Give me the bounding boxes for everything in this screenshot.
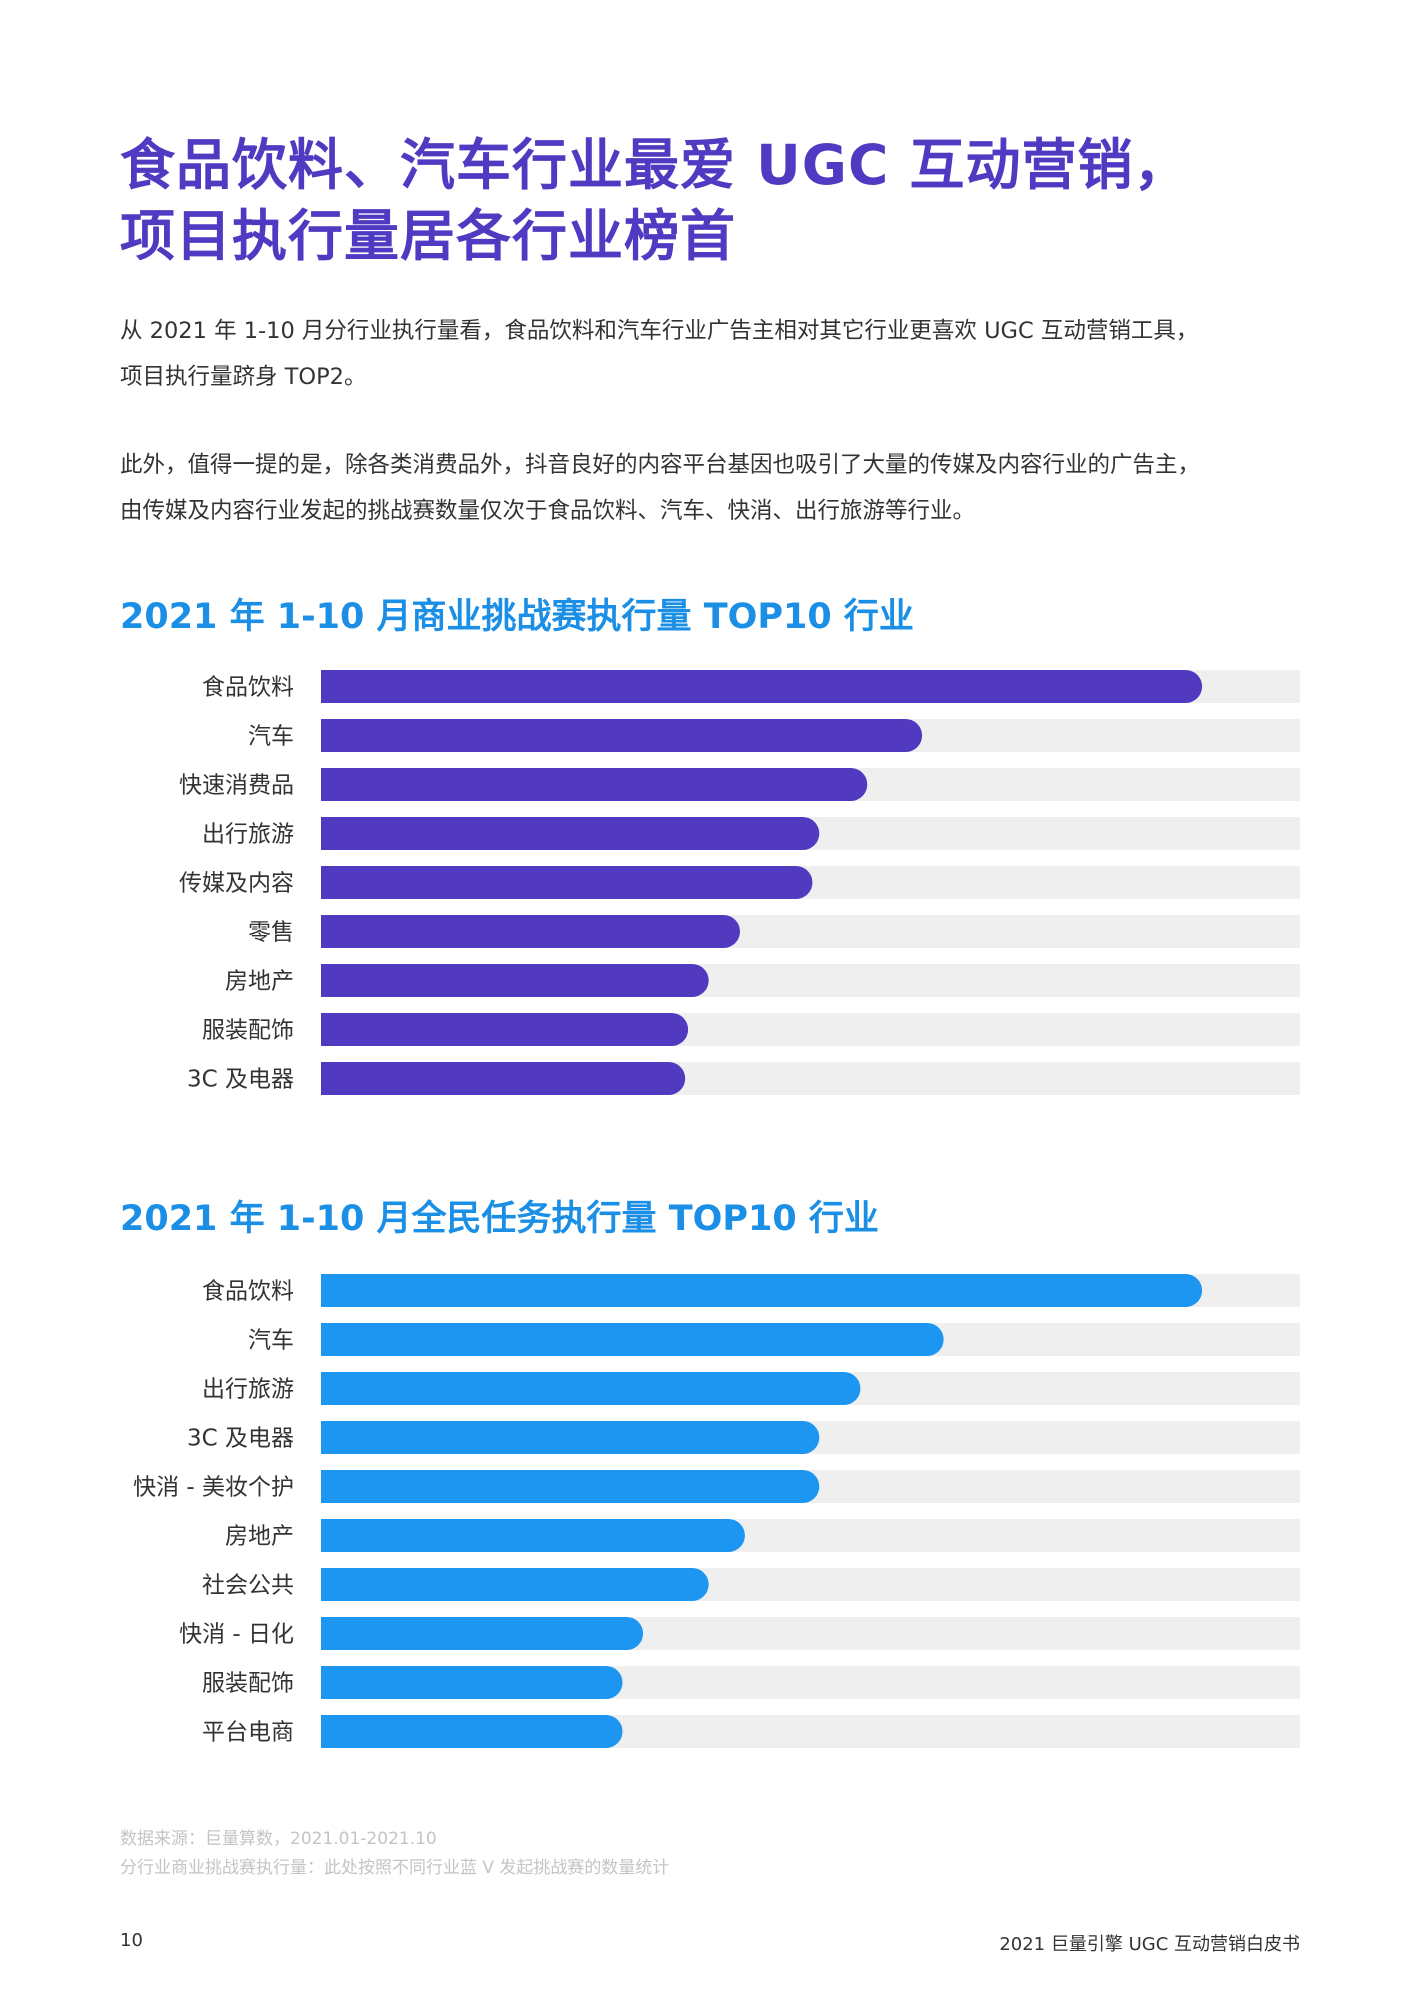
source-line-2: 分行业商业挑战赛执行量：此处按照不同行业蓝 V 发起挑战赛的数量统计	[120, 1858, 670, 1878]
paragraph-2-line-2: 由传媒及内容行业发起的挑战赛数量仅次于食品饮料、汽车、快消、出行旅游等行业。	[120, 498, 976, 524]
category-label: 服装配饰	[202, 1018, 294, 1044]
chart-1-title: 2021 年 1-10 月商业挑战赛执行量 TOP10 行业	[120, 597, 914, 637]
category-label: 社会公共	[202, 1573, 294, 1599]
category-label: 房地产	[225, 969, 294, 995]
data-source-note: 数据来源：巨量算数，2021.01-2021.10 分行业商业挑战赛执行量：此处…	[120, 1825, 669, 1883]
chart-2: 食品饮料汽车出行旅游 3C 及电器快消 - 美妆个护房地产社会公共快消 - 日化服…	[0, 1264, 1417, 1754]
category-label: 传媒及内容	[179, 871, 294, 897]
category-label: 食品饮料	[202, 1279, 294, 1305]
source-line-1: 数据来源：巨量算数，2021.01-2021.10	[120, 1829, 437, 1849]
headline-line-1: 食品饮料、汽车行业最爱 UGC 互动营销，	[120, 133, 1190, 197]
bar-出行旅游	[321, 817, 820, 850]
paragraph-1-line-1: 从 2021 年 1-10 月分行业执行量看，食品饮料和汽车行业广告主相对其它行…	[120, 318, 1199, 344]
bar-零售	[321, 915, 741, 948]
page-number: 10	[120, 1930, 143, 1951]
paragraph-2: 此外，值得一提的是，除各类消费品外，抖音良好的内容平台基因也吸引了大量的传媒及内…	[120, 442, 1320, 534]
bar-快速消费品	[321, 768, 868, 801]
category-label: 汽车	[248, 724, 294, 750]
bar-快消 - 日化	[321, 1617, 644, 1650]
bar-出行旅游	[321, 1372, 861, 1405]
category-label: 快消 - 美妆个护	[133, 1475, 294, 1501]
bar-快消 - 美妆个护	[321, 1470, 820, 1503]
category-label: 3C 及电器	[187, 1426, 294, 1452]
bar-传媒及内容	[321, 866, 813, 899]
chart-2-title: 2021 年 1-10 月全民任务执行量 TOP10 行业	[120, 1199, 879, 1239]
bar-汽车	[321, 719, 923, 752]
category-label: 出行旅游	[202, 822, 294, 848]
chart-1: 食品饮料汽车快速消费品出行旅游传媒及内容零售房地产服装配饰 3C 及电器	[0, 660, 1417, 1100]
headline: 食品饮料、汽车行业最爱 UGC 互动营销， 项目执行量居各行业榜首	[120, 130, 1320, 272]
bar-食品饮料	[321, 1274, 1203, 1307]
category-label: 快速消费品	[179, 773, 294, 799]
category-label: 快消 - 日化	[179, 1622, 294, 1648]
category-label: 平台电商	[202, 1720, 294, 1746]
bar-房地产	[321, 1519, 745, 1552]
bar-平台电商	[321, 1715, 623, 1748]
category-label: 零售	[248, 920, 294, 946]
headline-line-2: 项目执行量居各行业榜首	[120, 204, 737, 268]
category-label: 服装配饰	[202, 1671, 294, 1697]
bar-服装配饰	[321, 1666, 623, 1699]
category-label: 出行旅游	[202, 1377, 294, 1403]
bar-服装配饰	[321, 1013, 689, 1046]
category-label: 3C 及电器	[187, 1067, 294, 1093]
bar-房地产	[321, 964, 709, 997]
category-label: 房地产	[225, 1524, 294, 1550]
bar-汽车	[321, 1323, 944, 1356]
paragraph-2-line-1: 此外，值得一提的是，除各类消费品外，抖音良好的内容平台基因也吸引了大量的传媒及内…	[120, 452, 1201, 478]
category-label: 食品饮料	[202, 675, 294, 701]
bar-食品饮料	[321, 670, 1203, 703]
category-label: 汽车	[248, 1328, 294, 1354]
document-title: 2021 巨量引擎 UGC 互动营销白皮书	[999, 1934, 1300, 1955]
bar-社会公共	[321, 1568, 709, 1601]
paragraph-1: 从 2021 年 1-10 月分行业执行量看，食品饮料和汽车行业广告主相对其它行…	[120, 308, 1320, 400]
bar-3C 及电器	[321, 1421, 820, 1454]
paragraph-1-line-2: 项目执行量跻身 TOP2。	[120, 364, 367, 390]
bar-3C 及电器	[321, 1062, 686, 1095]
